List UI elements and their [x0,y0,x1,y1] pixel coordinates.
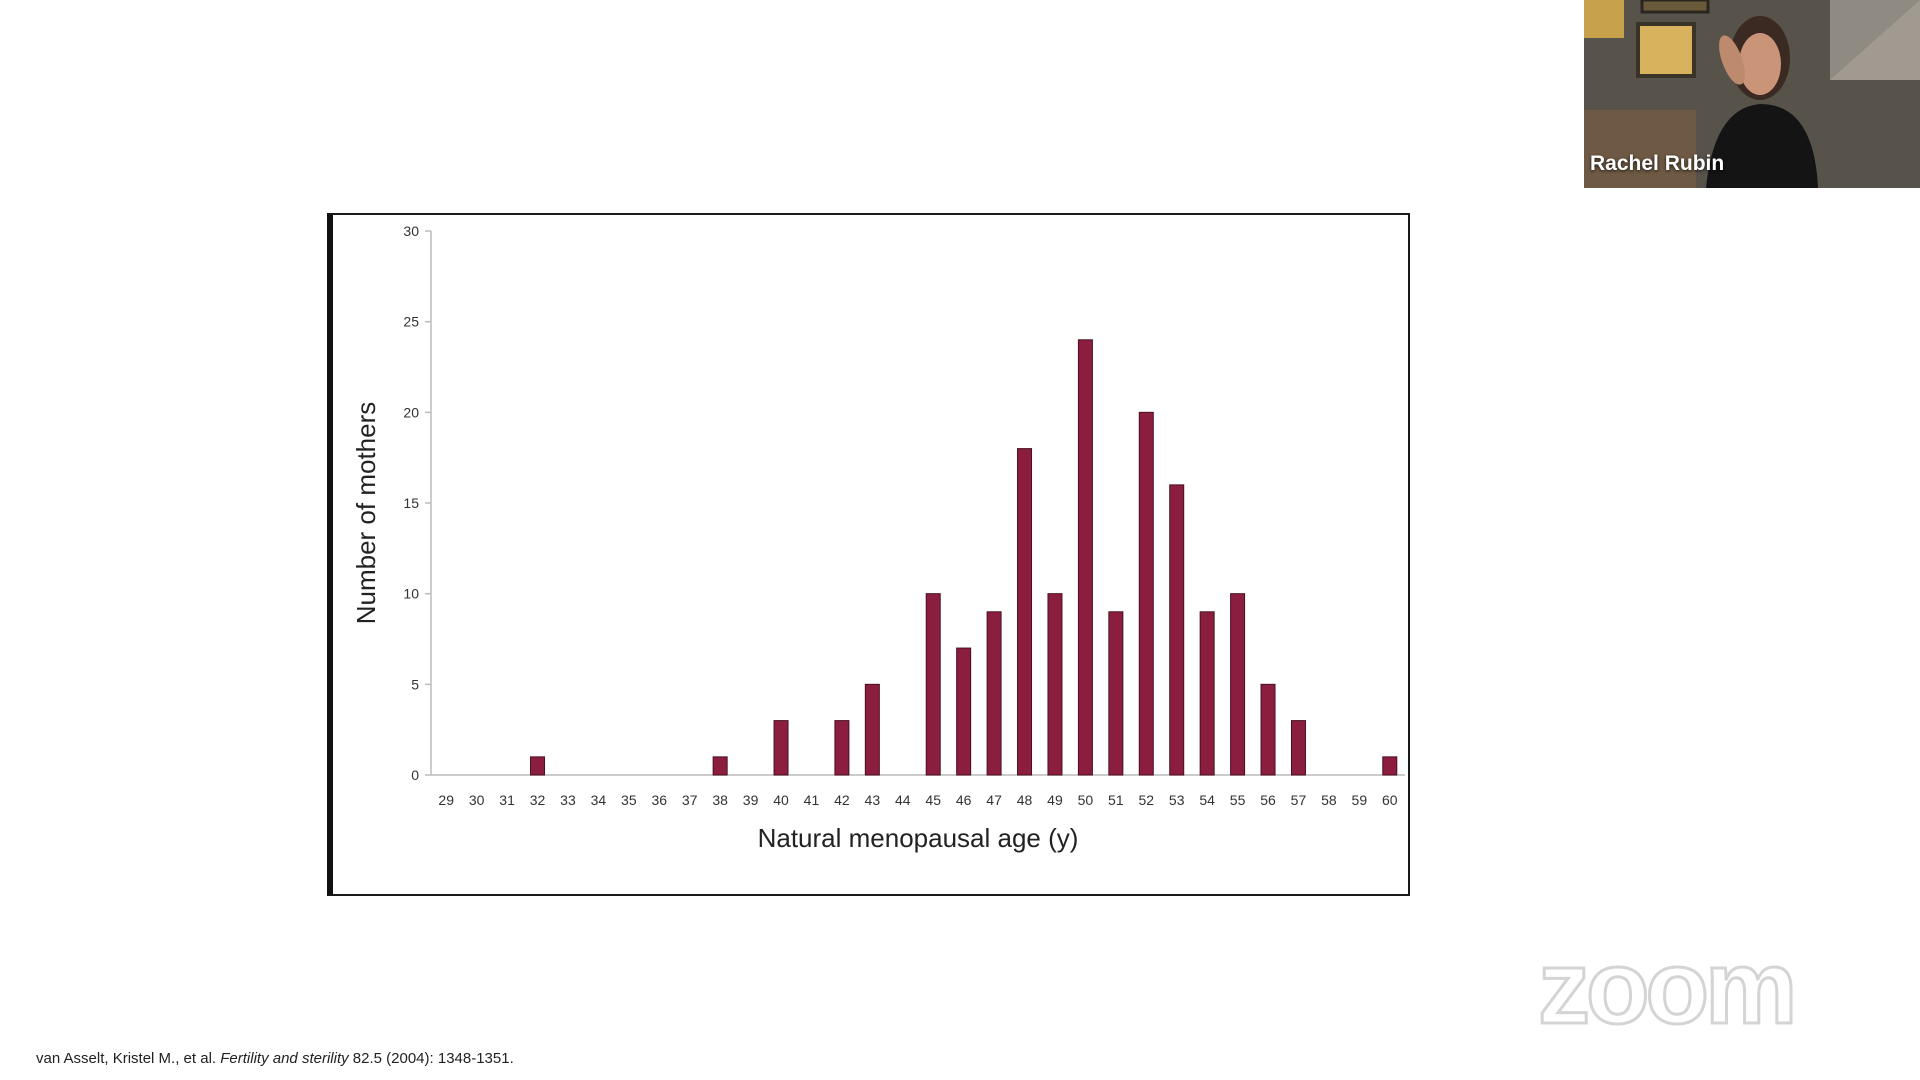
x-tick-label: 51 [1108,792,1124,808]
x-tick-label: 29 [438,792,454,808]
bar [1290,720,1306,776]
participant-name: Rachel Rubin [1590,152,1725,175]
x-tick-label: 54 [1199,792,1215,808]
bar [925,593,941,776]
bar [1199,611,1215,776]
zoom-watermark-logo: zoom [1537,930,1800,1046]
participant-video [1584,0,1920,188]
y-tick-label: 5 [411,676,419,692]
x-tick-label: 49 [1047,792,1063,808]
x-tick-label: 45 [925,792,941,808]
bar [956,647,972,776]
bar [834,720,850,776]
x-tick-label: 46 [956,792,972,808]
x-tick-label: 33 [560,792,576,808]
x-tick-label: 50 [1078,792,1094,808]
x-tick-label: 60 [1382,792,1398,808]
bar [1108,611,1124,776]
x-tick-label: 57 [1291,792,1307,808]
bar [1017,448,1033,776]
bar [530,756,546,776]
chart-frame: 0 5 10 15 20 25 30 29 30 31 32 33 34 35 36 37 38 39 40 41 42… [327,213,1410,896]
x-tick-label: 43 [865,792,881,808]
y-tick-label: 10 [403,586,419,602]
x-tick-label: 30 [469,792,485,808]
x-tick-label: 37 [682,792,698,808]
x-tick-label: 44 [895,792,911,808]
x-tick-label: 53 [1169,792,1185,808]
x-tick-label: 32 [530,792,546,808]
x-tick-label: 34 [591,792,607,808]
x-tick-label: 47 [986,792,1002,808]
bar [986,611,1002,776]
citation-details: 82.5 (2004): 1348-1351. [352,1050,514,1067]
bar-chart: 0 5 10 15 20 25 30 29 30 31 32 33 34 35 36 37 38 39 40 41 42… [351,223,1405,853]
x-tick-label: 31 [499,792,515,808]
bar [1138,411,1154,776]
y-axis-label: Number of mothers [351,402,381,625]
x-axis-label: Natural menopausal age (y) [758,823,1079,853]
x-tick-label: 56 [1260,792,1276,808]
bar [1260,683,1276,776]
bar [1382,756,1398,776]
bar [864,683,880,776]
y-tick-label: 20 [403,404,419,420]
x-tick-label: 59 [1352,792,1368,808]
x-tick-label: 41 [804,792,820,808]
y-tick-label: 30 [403,223,419,239]
x-tick-label: 38 [712,792,728,808]
bar [1077,339,1093,776]
y-tick-label: 25 [403,314,419,330]
x-tick-label: 52 [1138,792,1154,808]
x-tick-label: 35 [621,792,637,808]
bar [1169,484,1185,776]
x-tick-label: 39 [743,792,759,808]
x-tick-label: 55 [1230,792,1246,808]
y-tick-label: 0 [411,767,419,783]
x-tick-label: 36 [651,792,667,808]
citation: van Asselt, Kristel M., et al. Fertility… [36,1050,514,1067]
citation-authors: van Asselt, Kristel M., et al. [36,1050,217,1067]
bar [712,756,728,776]
y-tick-label: 15 [403,495,419,511]
x-tick-label: 42 [834,792,850,808]
x-tick-label: 48 [1017,792,1033,808]
bar [1047,593,1063,776]
citation-journal: Fertility and sterility [220,1050,349,1067]
bar [773,720,789,776]
x-tick-label: 40 [773,792,789,808]
bar [1230,593,1246,776]
participant-video-tile[interactable]: Rachel Rubin [1584,0,1920,188]
x-tick-label: 58 [1321,792,1337,808]
